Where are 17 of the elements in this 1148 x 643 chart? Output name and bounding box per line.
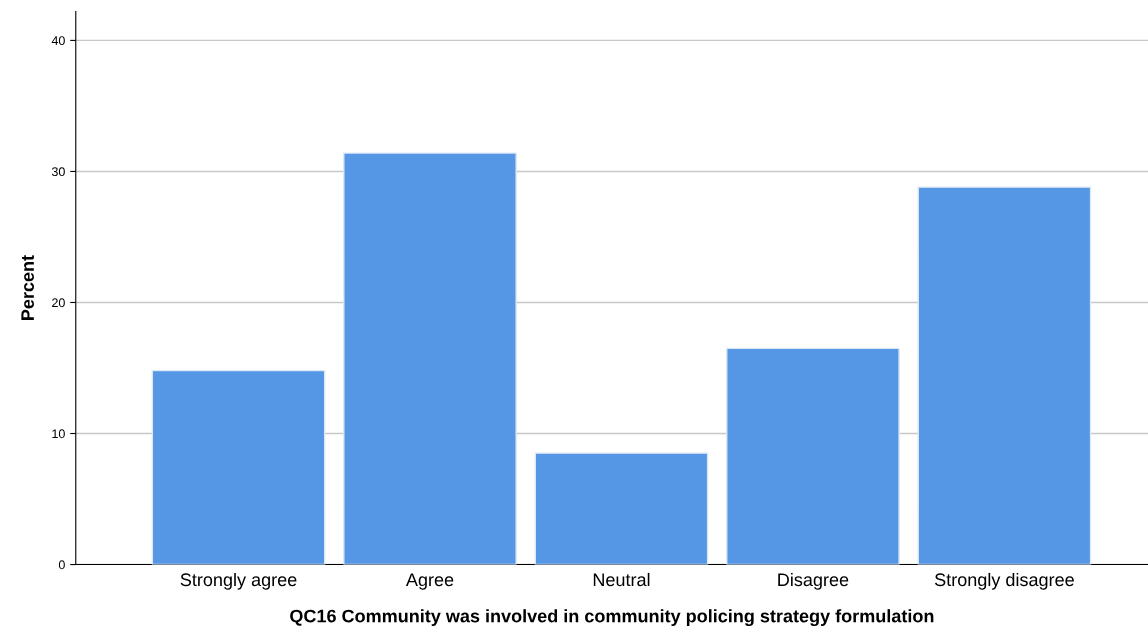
bar bbox=[343, 152, 517, 565]
x-tick-label: Strongly disagree bbox=[934, 572, 1074, 590]
bar bbox=[917, 186, 1092, 565]
y-tick-label: 20 bbox=[52, 298, 65, 308]
y-axis-title: Percent bbox=[21, 255, 34, 320]
x-tick-label: Agree bbox=[405, 573, 454, 590]
y-tick-label: 30 bbox=[51, 167, 65, 177]
x-axis-title: QC16 Community was involved in community policing strategy formulation bbox=[290, 609, 934, 627]
y-tick-label: 0 bbox=[58, 560, 65, 570]
bar bbox=[151, 369, 326, 565]
x-tick-label: Neutral bbox=[593, 572, 650, 587]
y-tick-label: 40 bbox=[51, 36, 65, 46]
y-tick-label: 10 bbox=[52, 429, 65, 439]
bar bbox=[534, 452, 709, 565]
x-tick-label: Strongly agree bbox=[180, 572, 297, 590]
bar bbox=[726, 347, 900, 565]
x-tick-label: Disagree bbox=[778, 572, 849, 590]
